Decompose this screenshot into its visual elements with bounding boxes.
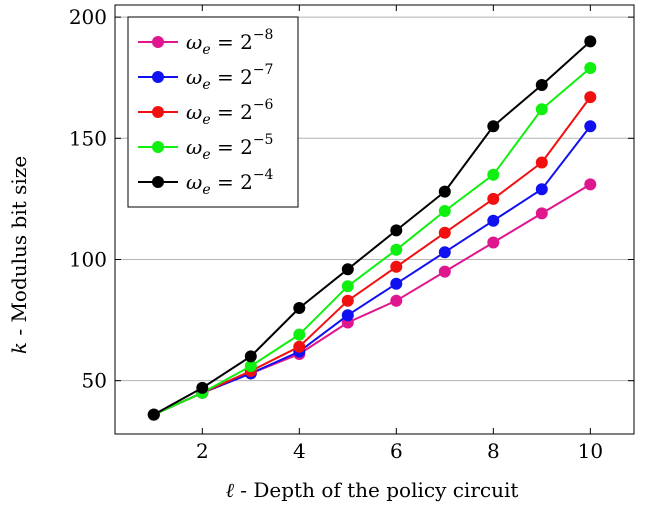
legend-name-sub: e <box>202 112 210 128</box>
data-point <box>487 168 500 181</box>
data-point <box>244 360 257 373</box>
plot-frame <box>114 4 635 435</box>
legend-name-sub: e <box>202 77 210 93</box>
legend-name-base: ω <box>186 135 202 159</box>
data-point <box>341 263 354 276</box>
data-point <box>438 265 451 278</box>
series-line <box>153 96 592 416</box>
data-point <box>244 350 257 363</box>
legend-name-sub: e <box>202 147 210 163</box>
legend-label: ωe = 2−6 <box>186 97 274 128</box>
data-point <box>487 236 500 249</box>
series-line <box>153 67 591 416</box>
data-point <box>341 294 354 307</box>
data-point <box>535 207 548 220</box>
legend-name-exp: −4 <box>253 167 274 183</box>
legend-swatch-marker <box>152 36 164 48</box>
data-point <box>390 243 403 256</box>
x-tick-label: 4 <box>293 439 306 463</box>
legend-name-sub: e <box>202 182 210 198</box>
data-point <box>438 205 451 217</box>
legend-label: ωe = 2−5 <box>186 132 273 163</box>
data-point <box>390 224 403 237</box>
data-point <box>390 294 403 307</box>
legend-label: ωe = 2−8 <box>186 27 273 58</box>
data-point <box>535 156 548 169</box>
data-point <box>196 381 209 394</box>
y-tick-label: 50 <box>82 369 107 393</box>
legend-name-rhs: = 2 <box>211 65 253 89</box>
legend-swatch-marker <box>152 176 164 188</box>
legend-name-rhs: = 2 <box>211 100 253 124</box>
x-tick-label: 10 <box>578 439 603 463</box>
x-tick-label: 8 <box>487 439 500 463</box>
data-point <box>341 280 354 293</box>
x-tick-label: 2 <box>196 439 209 463</box>
legend-name-rhs: = 2 <box>211 30 253 54</box>
data-point <box>438 185 451 198</box>
series-4 <box>147 35 597 421</box>
data-point <box>584 35 597 48</box>
data-point <box>535 79 548 91</box>
data-point <box>390 260 403 273</box>
data-point <box>293 340 306 353</box>
x-axis-text: - Depth of the policy circuit <box>234 478 519 502</box>
legend-name-exp: −6 <box>253 97 274 113</box>
legend-name-rhs: = 2 <box>211 135 253 159</box>
legend-item: ωe = 2−5 <box>138 132 273 163</box>
data-point <box>438 246 451 259</box>
legend-item: ωe = 2−6 <box>138 97 274 128</box>
data-point <box>341 309 354 322</box>
data-point <box>438 226 451 239</box>
legend: ωe = 2−8ωe = 2−7ωe = 2−6ωe = 2−5ωe = 2−4 <box>127 16 299 208</box>
legend-item: ωe = 2−7 <box>138 62 273 93</box>
legend-name-base: ω <box>186 170 202 194</box>
x-tick-label: 6 <box>390 439 403 463</box>
legend-name-exp: −8 <box>253 27 274 43</box>
legend-name-sub: e <box>202 42 210 58</box>
y-axis-symbol: k <box>7 342 31 354</box>
legend-swatch-marker <box>152 71 164 83</box>
legend-label: ωe = 2−4 <box>186 167 274 198</box>
data-point <box>147 408 160 421</box>
legend-label: ωe = 2−7 <box>186 62 273 93</box>
legend-name-base: ω <box>186 65 202 89</box>
y-tick-label: 200 <box>69 5 107 29</box>
legend-name-base: ω <box>186 100 202 124</box>
data-point <box>487 214 500 227</box>
y-tick-label: 150 <box>69 126 107 150</box>
data-point <box>390 277 403 290</box>
data-point <box>584 62 597 74</box>
data-point <box>293 302 306 314</box>
data-point <box>584 178 597 191</box>
legend-name-base: ω <box>186 30 202 54</box>
data-point <box>487 192 500 205</box>
series-line <box>153 40 591 416</box>
x-axis-label: ℓ - Depth of the policy circuit <box>226 478 519 502</box>
axis-ticks: 50 100 150 200 2 4 6 8 10 <box>69 5 634 463</box>
y-axis-text: - Modulus bit size <box>7 156 31 342</box>
legend-item: ωe = 2−4 <box>138 167 274 198</box>
data-point <box>535 183 548 196</box>
data-point <box>487 120 500 133</box>
data-point <box>535 103 548 116</box>
series-layer <box>147 35 597 421</box>
data-point <box>293 328 306 341</box>
data-point <box>584 91 597 104</box>
data-point <box>584 120 597 133</box>
legend-item: ωe = 2−8 <box>138 27 273 58</box>
y-axis-label: k - Modulus bit size <box>7 156 31 354</box>
legend-name-rhs: = 2 <box>211 170 253 194</box>
legend-name-exp: −5 <box>253 132 274 148</box>
legend-swatch-marker <box>152 106 164 118</box>
series-line <box>153 125 592 416</box>
y-tick-label: 100 <box>69 247 107 271</box>
x-axis-symbol: ℓ <box>226 478 235 502</box>
legend-name-exp: −7 <box>253 62 274 78</box>
legend-swatch-marker <box>152 141 164 153</box>
